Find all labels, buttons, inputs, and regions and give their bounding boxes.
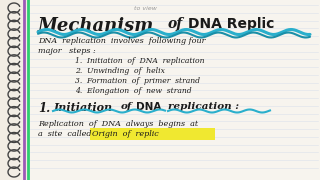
Text: of: of	[168, 17, 183, 31]
Text: replication :: replication :	[168, 102, 239, 111]
Text: DNA  replication  involves  following four: DNA replication involves following four	[38, 37, 205, 45]
Text: major   steps :: major steps :	[38, 47, 96, 55]
Text: a  site  called: a site called	[38, 130, 97, 138]
Text: DNA: DNA	[136, 102, 161, 112]
Text: 2.  Unwinding  of  helix: 2. Unwinding of helix	[75, 67, 165, 75]
FancyBboxPatch shape	[90, 128, 215, 140]
Text: 1.: 1.	[38, 102, 50, 115]
Text: Replication  of  DNA  always  begins  at: Replication of DNA always begins at	[38, 120, 198, 128]
FancyBboxPatch shape	[28, 0, 320, 180]
Text: 1.  Initiation  of  DNA  replication: 1. Initiation of DNA replication	[75, 57, 205, 65]
Text: 4.  Elongation  of  new  strand: 4. Elongation of new strand	[75, 87, 192, 95]
Text: of: of	[121, 102, 132, 111]
Text: DNA Replic: DNA Replic	[188, 17, 274, 31]
Text: 3.  Formation  of  primer  strand: 3. Formation of primer strand	[75, 77, 200, 85]
Text: Origin  of  replic: Origin of replic	[92, 130, 159, 138]
Text: to view: to view	[133, 6, 156, 11]
Text: Mechanism: Mechanism	[38, 17, 154, 35]
Text: Initiation: Initiation	[53, 102, 112, 113]
